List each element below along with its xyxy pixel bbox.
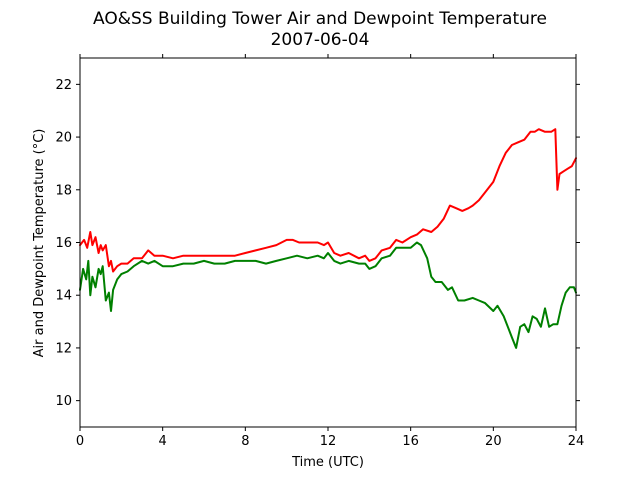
chart-subtitle: 2007-06-04 xyxy=(271,30,370,50)
series-line-1 xyxy=(79,128,577,273)
x-tick-label: 24 xyxy=(568,434,585,449)
x-tick-label: 12 xyxy=(320,434,337,449)
x-tick-label: 4 xyxy=(159,434,167,449)
y-tick-label: 16 xyxy=(55,236,72,251)
y-axis-label: Air and Dewpoint Temperature (°C) xyxy=(32,129,47,358)
y-tick-label: 12 xyxy=(55,341,72,356)
x-tick-label: 20 xyxy=(485,434,502,449)
axes: 0 4 8 12 16 20 24 10 12 14 16 18 20 22 xyxy=(55,54,584,449)
y-tick-label: 22 xyxy=(55,78,72,93)
y-tick-label: 18 xyxy=(55,183,72,198)
x-tick-label: 0 xyxy=(76,434,84,449)
y-tick-label: 10 xyxy=(55,394,72,409)
series-group xyxy=(79,128,577,349)
x-axis-label: Time (UTC) xyxy=(291,455,364,470)
x-tick-label: 8 xyxy=(241,434,249,449)
y-tick-label: 14 xyxy=(55,289,72,304)
x-tick-label: 16 xyxy=(402,434,419,449)
series-line-2 xyxy=(79,241,577,349)
chart-title: AO&SS Building Tower Air and Dewpoint Te… xyxy=(93,9,547,29)
y-tick-label: 20 xyxy=(55,131,72,146)
